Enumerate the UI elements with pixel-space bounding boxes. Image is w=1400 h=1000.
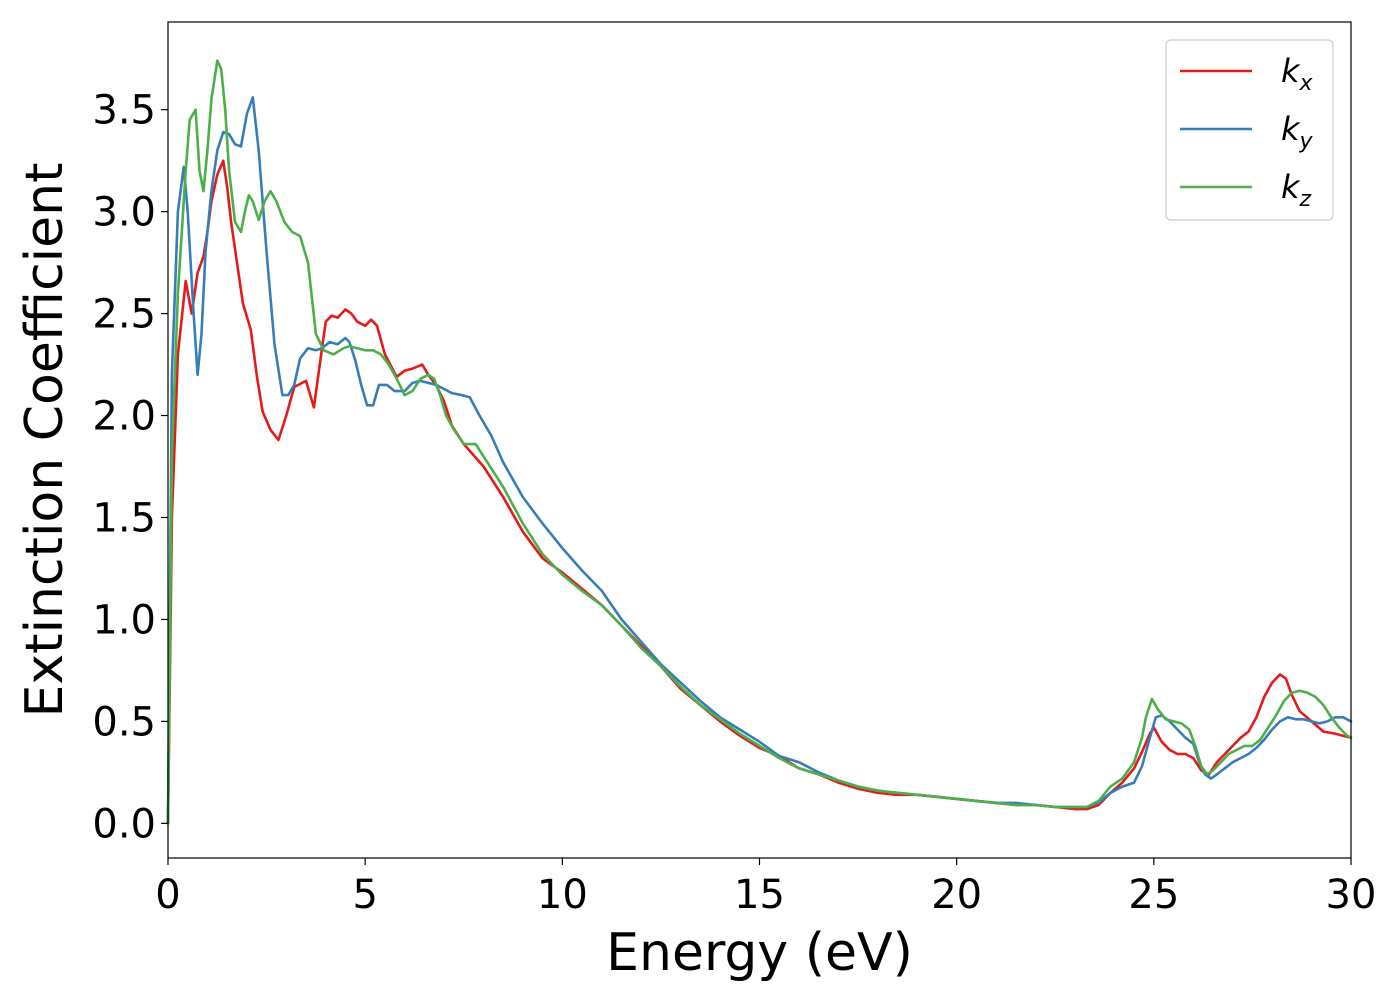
legend-label-kx: kx [1281,52,1314,96]
y-tick-label: 1.0 [92,597,156,643]
x-axis-ticks: 0 5 10 15 20 25 30 [155,858,1376,918]
y-tick-label: 1.5 [92,495,156,541]
y-tick-label: 0.5 [92,699,156,745]
y-tick-label: 3.0 [92,190,156,236]
y-tick-label: 3.5 [92,88,156,134]
series-line-kz [166,59,1353,825]
y-tick-label: 2.5 [92,292,156,338]
y-axis-ticks: 0.0 0.5 1.0 1.5 2.0 2.5 3.0 3.5 [92,88,168,847]
x-tick-label: 0 [155,872,180,918]
x-tick-label: 5 [352,872,377,918]
y-tick-label: 0.0 [92,801,156,847]
x-tick-label: 20 [931,872,982,918]
series-line-ky [166,96,1353,825]
x-tick-label: 15 [734,872,785,918]
legend: kx ky kz [1165,39,1334,221]
legend-label-ky: ky [1281,110,1314,154]
y-tick-label: 2.0 [92,394,156,440]
x-tick-label: 30 [1326,872,1377,918]
y-axis-title: Extinction Coefficient [15,163,75,718]
plot-background [168,22,1351,858]
series-lines [166,59,1353,825]
x-tick-label: 25 [1128,872,1179,918]
x-tick-label: 10 [537,872,588,918]
x-axis-title: Energy (eV) [606,923,913,983]
legend-label-kz: kz [1281,168,1312,212]
